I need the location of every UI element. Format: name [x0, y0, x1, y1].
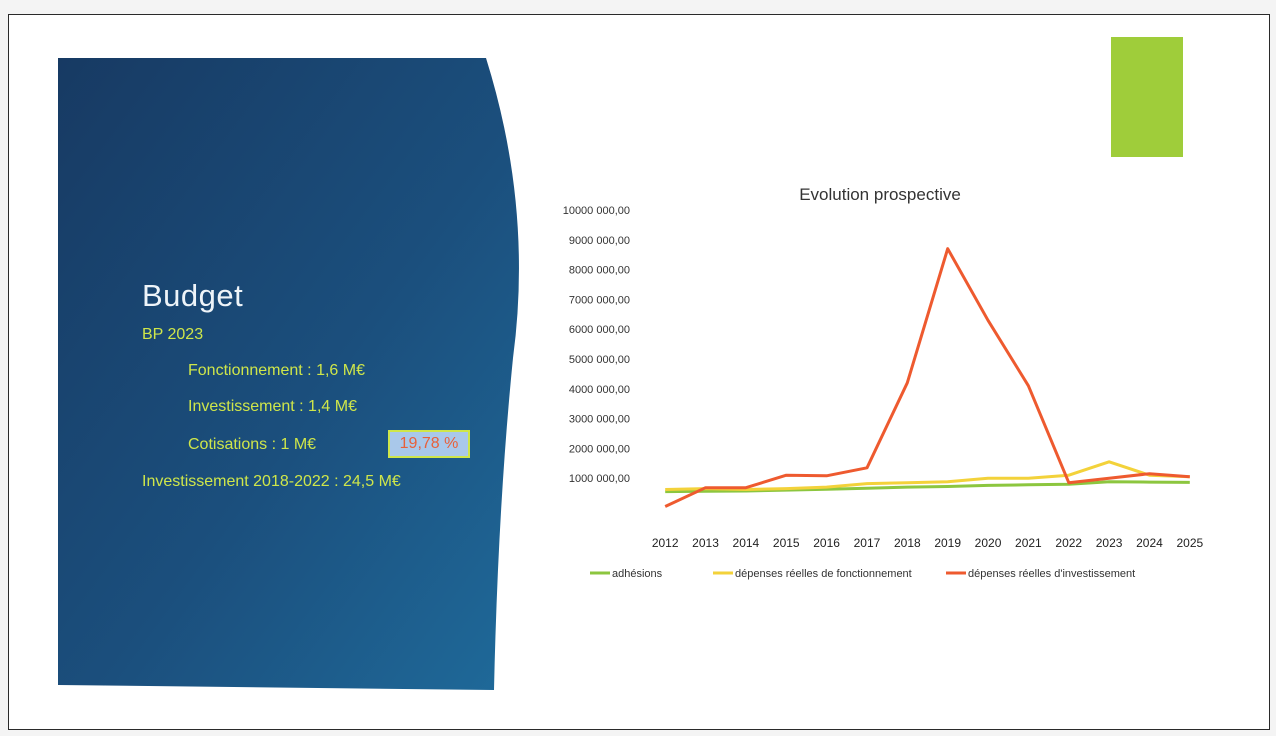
x-tick-label: 2013 [692, 536, 719, 550]
x-tick-label: 2014 [733, 536, 760, 550]
y-tick-label: 4000 000,00 [569, 384, 630, 396]
y-tick-label: 2000 000,00 [569, 443, 630, 455]
series-line-1 [665, 460, 1190, 491]
x-tick-label: 2015 [773, 536, 800, 550]
x-tick-label: 2012 [652, 536, 679, 550]
y-tick-label: 3000 000,00 [569, 414, 630, 426]
series-lines [664, 247, 1190, 508]
x-tick-label: 2021 [1015, 536, 1042, 550]
x-tick-label: 2023 [1096, 536, 1123, 550]
x-tick-label: 2022 [1055, 536, 1082, 550]
x-axis: 2012 2013 2014 2015 2016 2017 2018 2019 2020 2021… [652, 536, 1204, 550]
legend: adhésions dépenses réelles de fonctionnem… [590, 568, 1135, 580]
legend-label-1: dépenses réelles de fonctionnement [735, 568, 912, 580]
investissement-item: Investissement : 1,4 M€ [188, 398, 357, 415]
x-tick-label: 2018 [894, 536, 921, 550]
left-panel: Budget BP 2023 Fonctionnement : 1,6 M€ I… [58, 58, 528, 690]
budget-title: Budget [142, 278, 244, 313]
chart-title: Evolution prospective [799, 185, 961, 204]
y-tick-label: 10000 000,00 [563, 205, 630, 217]
x-tick-label: 2017 [854, 536, 881, 550]
fonctionnement-item: Fonctionnement : 1,6 M€ [188, 362, 365, 379]
y-tick-label: 7000 000,00 [569, 294, 630, 306]
evolution-chart: Evolution prospective 1000 000,00 2000 00… [563, 185, 1204, 580]
y-tick-label: 6000 000,00 [569, 324, 630, 336]
cotisations-item: Cotisations : 1 M€ [188, 436, 317, 453]
y-tick-label: 1000 000,00 [569, 473, 630, 485]
percentage-badge: 19,78 % [388, 430, 470, 458]
investment-total-item: Investissement 2018-2022 : 24,5 M€ [142, 473, 401, 490]
legend-label-2: dépenses réelles d'investissement [968, 568, 1135, 580]
curved-blue-panel [58, 58, 519, 690]
green-accent-bar [1111, 37, 1183, 157]
y-axis: 1000 000,00 2000 000,00 3000 000,00 4000 00… [563, 205, 630, 485]
y-tick-label: 5000 000,00 [569, 354, 630, 366]
y-tick-label: 8000 000,00 [569, 265, 630, 277]
legend-label-0: adhésions [612, 568, 663, 580]
x-tick-label: 2020 [975, 536, 1002, 550]
x-tick-label: 2024 [1136, 536, 1163, 550]
x-tick-label: 2016 [813, 536, 840, 550]
series-line-2 [664, 247, 1190, 508]
x-tick-label: 2025 [1176, 536, 1203, 550]
x-tick-label: 2019 [934, 536, 961, 550]
bp-year: BP 2023 [142, 326, 204, 343]
y-tick-label: 9000 000,00 [569, 235, 630, 247]
